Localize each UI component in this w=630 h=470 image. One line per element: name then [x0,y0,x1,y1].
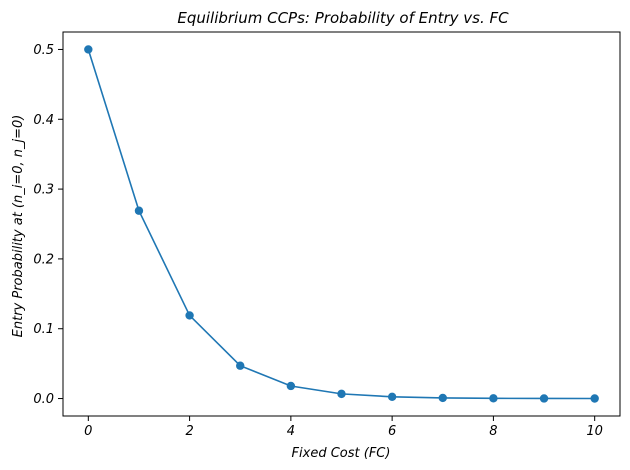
y-tick-label: 0.4 [33,113,54,128]
data-point [286,381,296,391]
data-point [185,311,194,320]
x-tick-label: 4 [287,424,295,439]
x-tick-label: 8 [489,424,497,439]
x-tick-label: 10 [586,424,603,439]
y-tick-label: 0.3 [33,183,54,198]
x-tick-label: 2 [185,424,193,439]
x-tick-label: 6 [388,424,396,439]
y-tick-label: 0.1 [33,322,54,337]
x-axis-label: Fixed Cost (FC) [292,446,391,461]
y-tick-label: 0.0 [33,392,54,407]
data-point [387,392,397,401]
data-point [236,361,245,370]
y-tick-label: 0.2 [33,252,54,267]
series-layer [84,45,599,403]
y-tick-label: 0.5 [33,43,54,58]
data-point [134,206,144,215]
data-point [590,394,599,403]
data-point [438,393,447,403]
data-point [84,45,93,54]
plot-frame [62,31,621,417]
x-tick-label: 0 [84,424,92,439]
y-axis-label: Entry Probability at (n_i=0, n_j=0) [11,115,26,338]
chart-title: Equilibrium CCPs: Probability of Entry v… [177,9,509,27]
data-point [539,394,549,403]
data-point [489,394,498,403]
ticks-layer: 0 2 4 6 8 10 0.0 0.1 0.2 0.3 0.4 0.5 [33,43,603,439]
data-point [337,389,346,399]
